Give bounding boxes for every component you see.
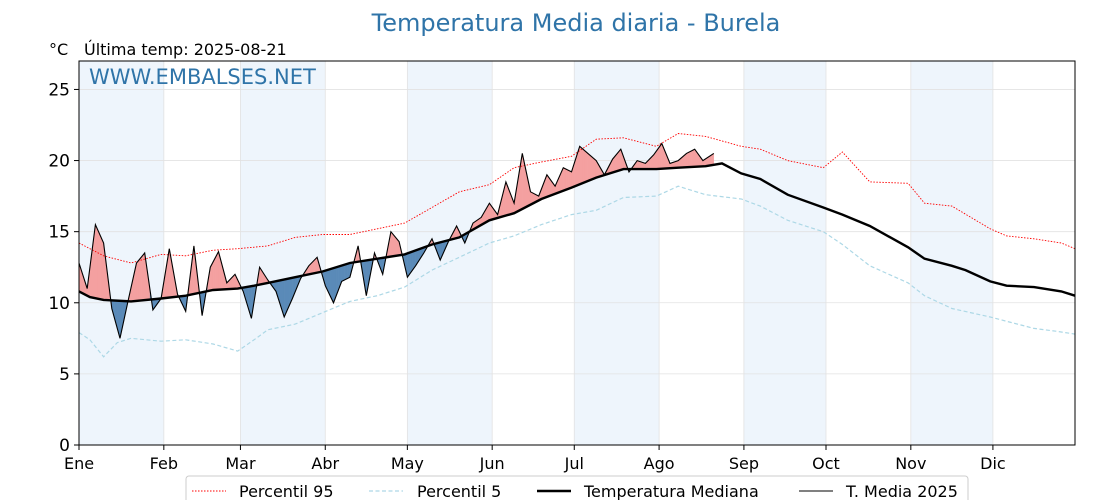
legend-label-median: Temperatura Mediana — [583, 482, 759, 500]
fill-above-median — [215, 251, 219, 291]
x-tick-label: May — [391, 454, 424, 473]
fill-above-median — [100, 236, 104, 301]
last-temp-label: Última temp: 2025-08-21 — [84, 40, 287, 59]
fill-above-median — [593, 157, 597, 179]
fill-below-median — [344, 263, 348, 281]
fill-above-median — [563, 167, 567, 191]
series-line-p95 — [78, 133, 1076, 264]
y-unit-label: °C — [49, 40, 68, 59]
y-tick-label: 20 — [48, 152, 70, 172]
y-tick-label: 5 — [59, 365, 70, 385]
fill-above-median — [582, 148, 586, 184]
fill-above-median — [95, 224, 99, 300]
x-tick-label: Nov — [895, 454, 926, 473]
month-shading — [79, 61, 993, 445]
x-tick-label: Oct — [812, 454, 840, 473]
fill-above-median — [686, 151, 690, 168]
x-tick-label: Ago — [644, 454, 675, 473]
x-tick-label: Feb — [150, 454, 178, 473]
fill-above-median — [568, 170, 572, 189]
series-line-current — [78, 142, 715, 339]
fill-above-median — [97, 230, 102, 300]
legend-label-current: T. Media 2025 — [845, 482, 958, 500]
fill-above-median — [585, 150, 589, 183]
series-line-p5 — [78, 185, 1076, 358]
fill-below-median — [341, 264, 345, 282]
x-tick-label: Ene — [64, 454, 94, 473]
fill-above-median — [689, 150, 693, 168]
legend-label-p5: Percentil 5 — [417, 482, 501, 500]
x-tick-label: Sep — [729, 454, 759, 473]
watermark-text: WWW.EMBALSES.NET — [89, 65, 316, 89]
month-shade-sep — [743, 61, 826, 445]
y-tick-label: 0 — [59, 436, 70, 456]
series-line-median — [78, 162, 1076, 303]
month-shade-mar — [240, 61, 326, 445]
x-tick-label: Abr — [311, 454, 339, 473]
fill-above-median — [141, 252, 145, 301]
y-tick-label: 15 — [48, 223, 70, 243]
x-tick-label: Jul — [564, 454, 584, 473]
x-tick-label: Jun — [479, 454, 505, 473]
month-shade-jul — [574, 61, 660, 445]
x-tick-label: Dic — [980, 454, 1006, 473]
series-lines — [78, 133, 1076, 358]
chart-legend: Percentil 95 Percentil 5 Temperatura Med… — [185, 475, 969, 500]
fill-above-median — [691, 148, 695, 168]
legend-box — [185, 475, 969, 500]
fill-above-median — [590, 155, 594, 181]
fill-above-median — [138, 255, 143, 301]
fill-above-median — [136, 259, 140, 302]
x-axis-ticks: Ene Feb Mar Abr May Jun Jul Ago Sep Oct Nov Dic — [64, 445, 1006, 473]
y-tick-label: 10 — [48, 294, 70, 314]
fill-above-median — [579, 145, 583, 185]
y-axis-ticks: 0 5 10 15 20 25 — [48, 80, 79, 456]
y-tick-label: 25 — [48, 80, 70, 100]
fill-below-median — [347, 262, 351, 279]
plot-frame — [78, 60, 1076, 446]
fill-above-median — [565, 168, 569, 190]
x-tick-label: Mar — [225, 454, 256, 473]
month-shade-nov — [910, 61, 993, 445]
chart-title: Temperatura Media diaria - Burela — [371, 9, 781, 37]
legend-label-p95: Percentil 95 — [239, 482, 334, 500]
fill-above-median — [587, 152, 591, 182]
